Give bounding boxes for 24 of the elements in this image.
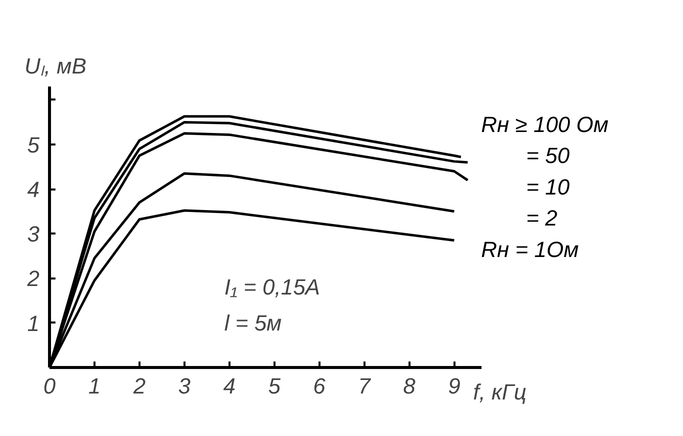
text: = 2 <box>526 206 558 231</box>
x-tick-label: 6 <box>313 373 326 398</box>
annotation: l = 5м <box>224 310 282 336</box>
y-tick-label: 4 <box>27 177 40 202</box>
series-label: Rн = 1Ом <box>481 236 579 262</box>
x-tick-label: 0 <box>43 373 56 398</box>
x-tick-label: 1 <box>88 373 101 398</box>
x-tick-label: 9 <box>448 373 460 398</box>
y-tick-label: 3 <box>27 222 40 247</box>
y-tick-label: 2 <box>26 266 40 292</box>
x-tick-label: 5 <box>268 373 282 398</box>
y-axis-title: Uₗ, мВ <box>24 54 86 79</box>
x-tick-label: 4 <box>223 373 236 398</box>
y-tick-label: 5 <box>27 132 40 158</box>
annotation: I₁ = 0,15A <box>224 274 320 300</box>
x-tick-label: 3 <box>178 373 192 398</box>
x-tick-label: 7 <box>358 373 372 398</box>
y-tick-label: 1 <box>27 310 40 336</box>
text: = 10 <box>526 174 570 200</box>
series-label: Rн ≥ 100 Ом <box>481 112 608 137</box>
x-tick-label: 2 <box>132 373 146 398</box>
text: = 50 <box>526 143 570 168</box>
x-tick-label: 8 <box>403 373 416 398</box>
x-axis-title: f, кГц <box>473 379 526 404</box>
